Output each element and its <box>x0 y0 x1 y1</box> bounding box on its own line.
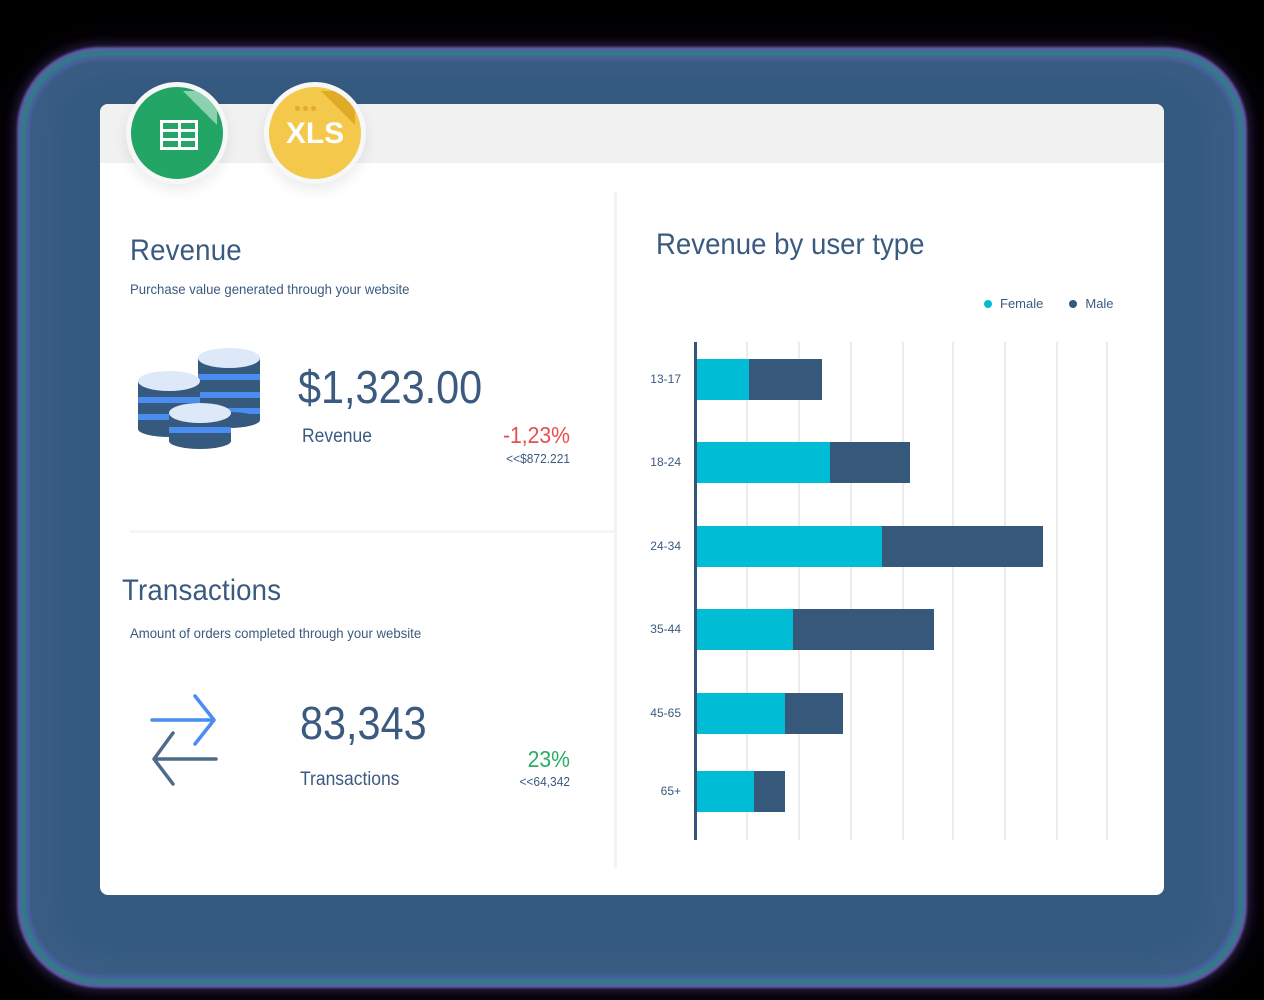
transactions-label: Transactions <box>300 769 400 790</box>
bar-female[interactable] <box>697 442 830 483</box>
card-header-bar <box>100 104 1164 163</box>
transactions-delta: 23% <box>527 746 570 772</box>
bar-male[interactable] <box>881 526 1043 567</box>
google-sheets-icon <box>160 120 198 150</box>
gridline <box>902 342 904 840</box>
legend-item-male[interactable]: Male <box>1069 296 1114 311</box>
bar-row-45-65[interactable]: 45-65 <box>650 693 843 734</box>
xls-label: XLS <box>285 117 345 150</box>
bar-female[interactable] <box>697 693 786 734</box>
transactions-subtitle: Amount of orders completed through your … <box>130 625 422 641</box>
coin-stack-icon <box>138 348 260 449</box>
category-label: 13-17 <box>650 372 681 386</box>
revenue-title: Revenue <box>130 234 242 267</box>
bar-row-65-plus[interactable]: 65+ <box>661 771 786 812</box>
bar-row-24-34[interactable]: 24-34 <box>650 526 1043 567</box>
bar-female[interactable] <box>697 526 882 567</box>
bar-male[interactable] <box>793 609 934 650</box>
bar-male[interactable] <box>749 359 822 400</box>
google-sheets-badge[interactable] <box>126 82 228 184</box>
chart-title: Revenue by user type <box>656 228 925 261</box>
dashboard-card: Revenue Purchase value generated through… <box>100 104 1164 895</box>
revenue-subtitle: Purchase value generated through your we… <box>130 281 410 297</box>
column-divider <box>614 192 617 868</box>
bar-row-18-24[interactable]: 18-24 <box>650 442 911 483</box>
gridline <box>746 342 748 840</box>
legend-label-female: Female <box>1000 296 1044 311</box>
transactions-title: Transactions <box>122 574 282 607</box>
bar-male[interactable] <box>754 771 786 812</box>
transactions-value: 83,343 <box>300 697 427 749</box>
y-axis-line <box>694 342 697 840</box>
gridline <box>1056 342 1058 840</box>
category-label: 45-65 <box>650 706 681 720</box>
category-label: 24-34 <box>650 539 681 553</box>
gridline <box>1106 342 1108 840</box>
bar-male[interactable] <box>829 442 911 483</box>
bar-chart-plot: 13-17 18-24 24-34 35-44 45-65 <box>650 342 1114 840</box>
gridline <box>952 342 954 840</box>
bar-female[interactable] <box>697 359 749 400</box>
xls-badge[interactable]: XLS <box>264 82 366 184</box>
bar-row-35-44[interactable]: 35-44 <box>650 609 934 650</box>
gridline <box>798 342 800 840</box>
category-label: 35-44 <box>650 622 681 636</box>
female-dot-icon <box>984 299 992 308</box>
bar-female[interactable] <box>697 609 794 650</box>
gridline <box>1004 342 1006 840</box>
revenue-value: $1,323.00 <box>298 361 483 413</box>
transactions-previous-value: <<64,342 <box>519 774 570 789</box>
fold-corner-icon <box>183 91 217 125</box>
male-dot-icon <box>1069 299 1078 308</box>
category-label: 65+ <box>660 784 681 798</box>
section-divider <box>130 530 614 533</box>
chart-legend: Female Male <box>984 296 1114 311</box>
revenue-label: Revenue <box>302 426 372 447</box>
revenue-previous-value: <<$872.221 <box>506 451 570 466</box>
bar-male[interactable] <box>785 693 843 734</box>
fold-corner-icon <box>321 91 355 125</box>
legend-label-male: Male <box>1085 296 1114 311</box>
category-label: 18-24 <box>650 455 681 469</box>
revenue-delta: -1,23% <box>502 422 570 448</box>
dots-icon <box>295 106 316 111</box>
exchange-arrows-icon <box>150 694 218 786</box>
legend-item-female[interactable]: Female <box>984 296 1043 311</box>
gridline <box>850 342 852 840</box>
bar-female[interactable] <box>697 771 755 812</box>
bar-row-13-17[interactable]: 13-17 <box>650 359 822 400</box>
